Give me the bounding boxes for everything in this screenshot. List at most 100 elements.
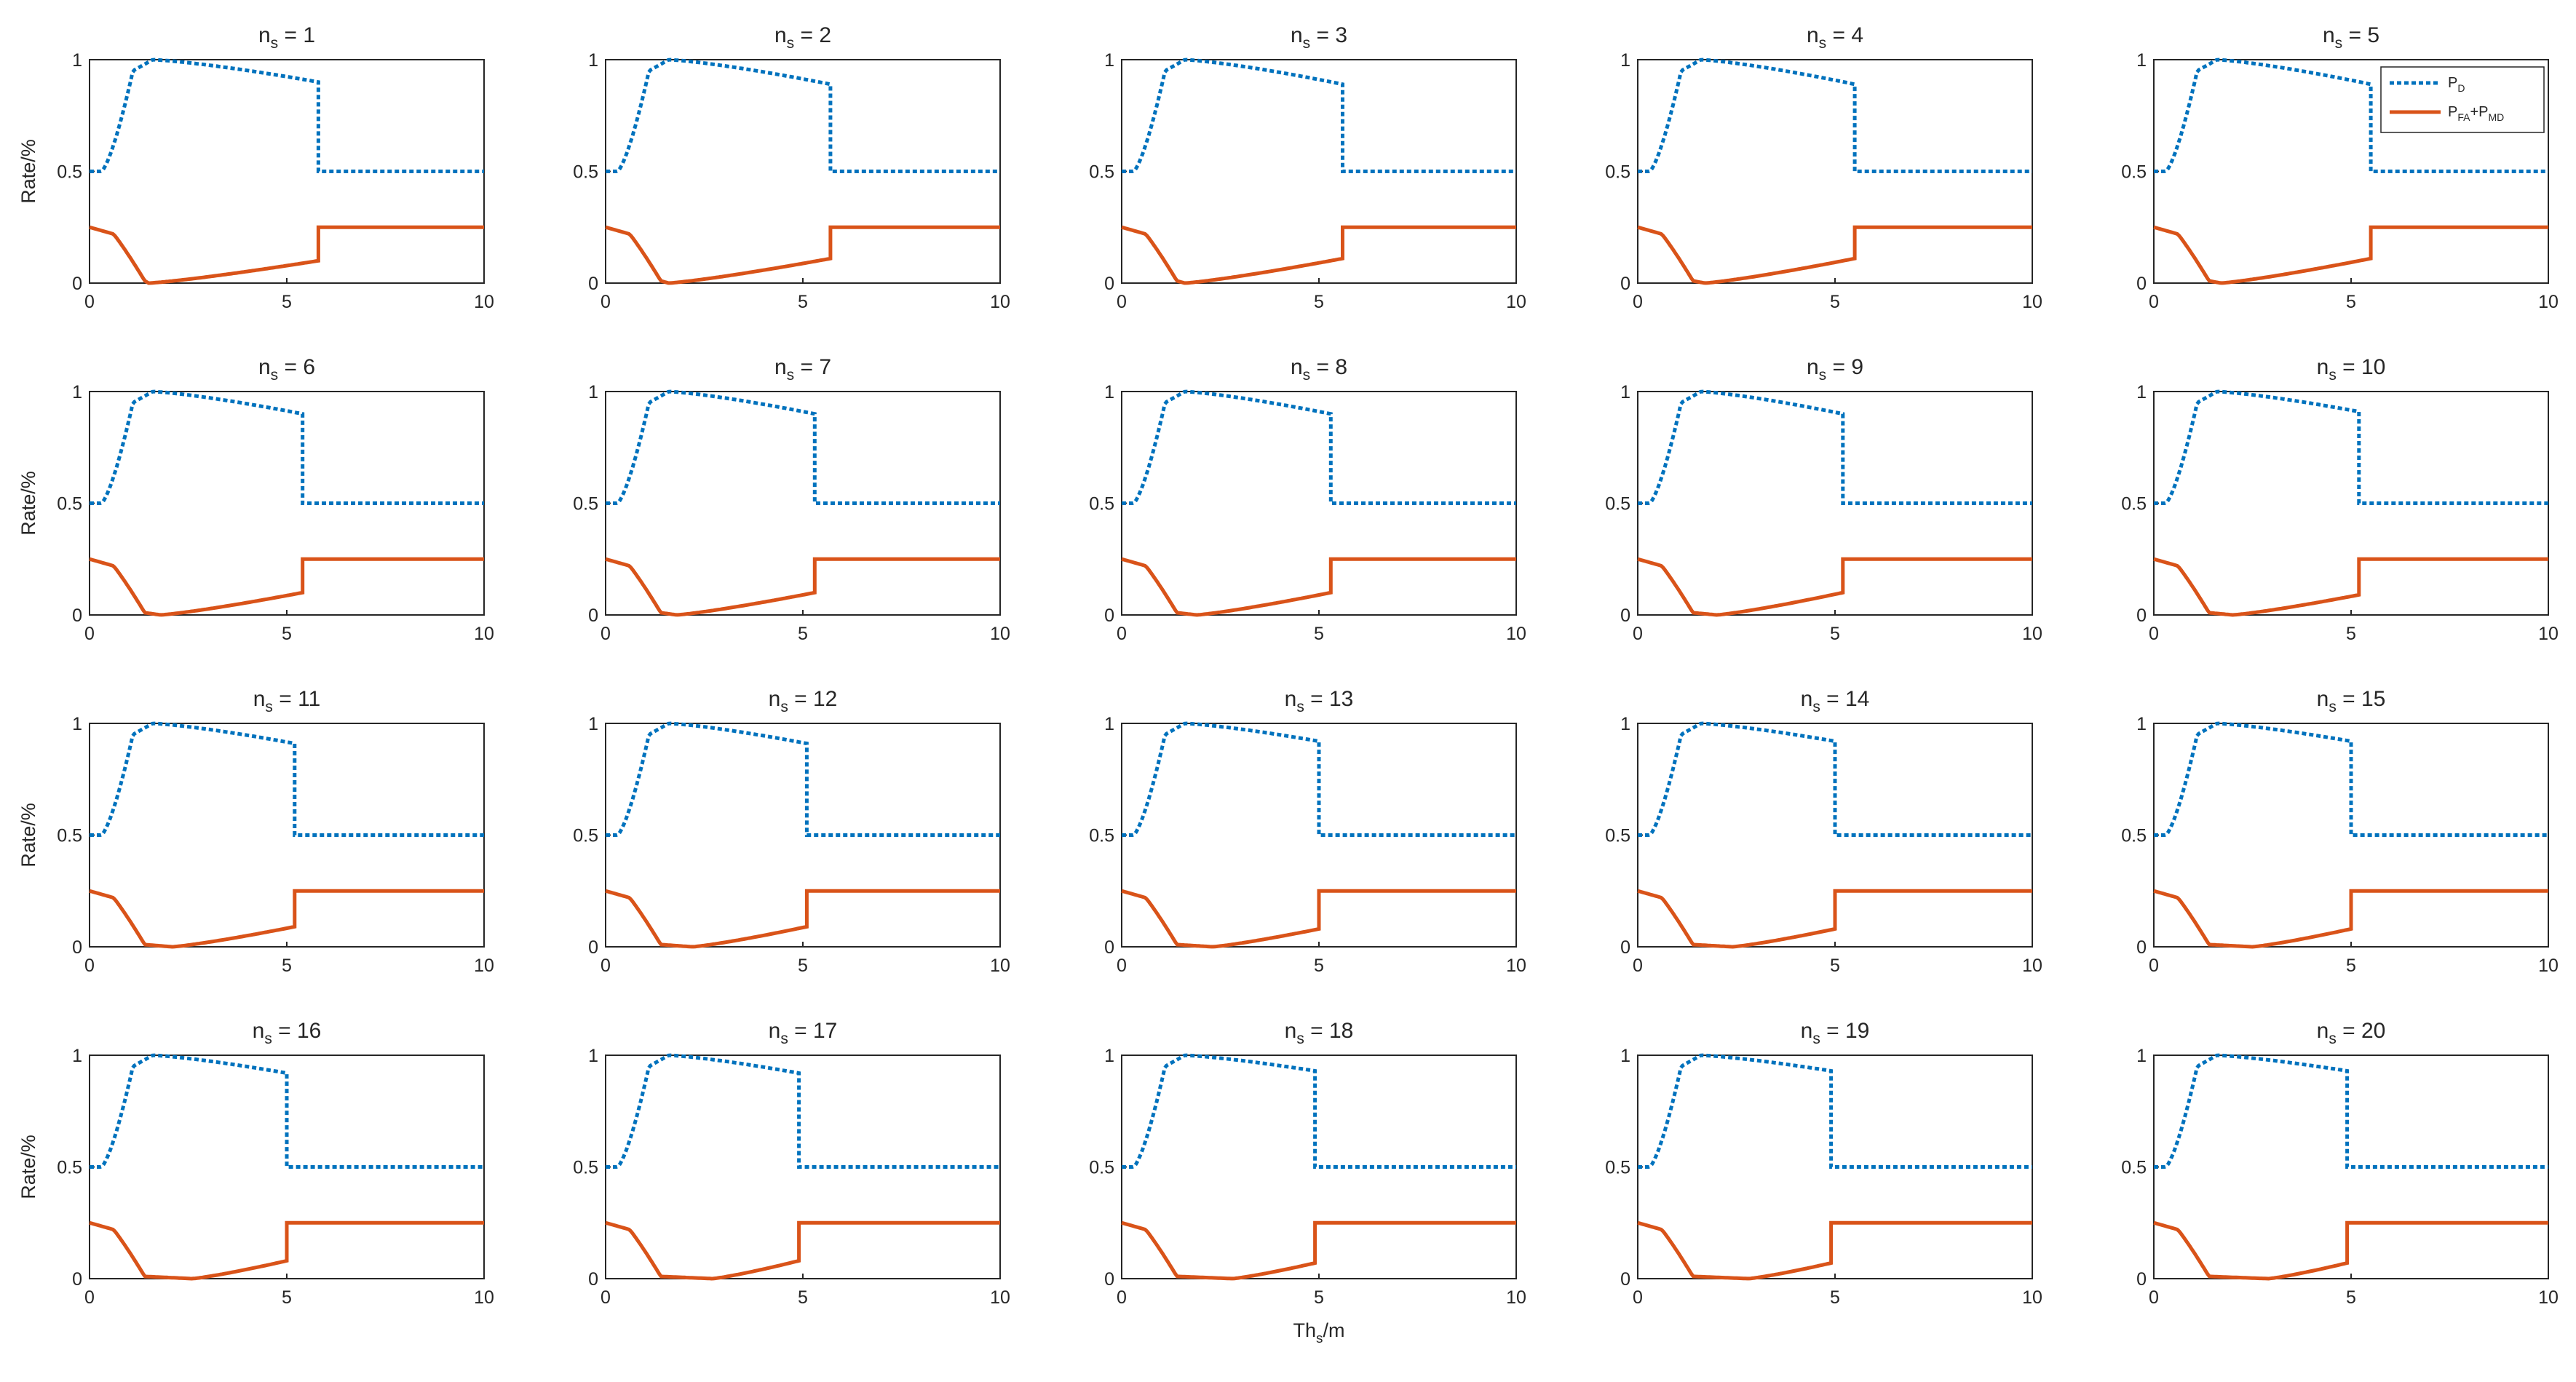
title-subscript: s [1812, 699, 1820, 715]
title-subscript: s [2329, 699, 2337, 715]
x-tick-label: 10 [2538, 624, 2559, 644]
title-subscript: s [264, 1030, 272, 1047]
title-base: n [258, 355, 271, 379]
title-base: n [258, 23, 271, 47]
title-subscript: s [2329, 367, 2337, 384]
title-base: n [253, 1019, 265, 1043]
y-tick-label: 0.5 [1089, 494, 1114, 515]
subplot-ns-4: ns = 4 0 5 10 0 0.5 1 [1605, 23, 2042, 312]
series-line-pfa-pmd [605, 225, 1000, 285]
y-tick-label: 0.5 [573, 826, 598, 846]
title-subscript: s [1812, 1030, 1820, 1047]
legend-mid: +P [2470, 104, 2488, 120]
x-tick-label: 5 [1830, 956, 1840, 976]
y-tick-label: 1 [2136, 50, 2147, 71]
subplot-ns-18: ns = 18 0 5 10 0 0.5 1 [1089, 1019, 1526, 1308]
title-rest: = 12 [788, 687, 838, 711]
title-rest: = 1 [278, 23, 315, 47]
subplot-ns-16: ns = 16 0 5 10 0 0.5 1 Rate/% [17, 1019, 494, 1308]
y-tick-label: 0 [588, 605, 598, 626]
legend-subscript: FA [2457, 111, 2470, 123]
series-line-pfa-pmd [605, 889, 1000, 949]
xlabel-subscript: s [1316, 1331, 1323, 1346]
y-tick-label: 0 [72, 274, 82, 294]
y-axis-label: Rate/% [17, 139, 39, 204]
subplot-ns-8: ns = 8 0 5 10 0 0.5 1 [1089, 355, 1526, 644]
y-tick-label: 0 [1620, 274, 1630, 294]
series-line-pfa-pmd [89, 1220, 484, 1281]
title-rest: = 3 [1310, 23, 1347, 47]
subplot-ns-9: ns = 9 0 5 10 0 0.5 1 [1605, 355, 2042, 644]
series-line-pd [606, 57, 1000, 173]
title-subscript: s [780, 699, 788, 715]
y-tick-label: 0.5 [2121, 162, 2147, 183]
series-line-pfa-pmd [89, 557, 484, 617]
x-tick-label: 10 [1506, 292, 1526, 312]
x-tick-label: 10 [2022, 624, 2042, 644]
title-base: n [1807, 355, 1819, 379]
y-tick-label: 1 [2136, 714, 2147, 734]
title-subscript: s [787, 367, 795, 384]
title-base: n [1285, 1019, 1297, 1043]
x-tick-label: 0 [2149, 956, 2159, 976]
title-base: n [2317, 1019, 2329, 1043]
subplot-ns-7: ns = 7 0 5 10 0 0.5 1 [573, 355, 1010, 644]
title-subscript: s [1819, 367, 1827, 384]
x-tick-label: 5 [1314, 1287, 1324, 1308]
title-base: n [1807, 23, 1819, 47]
title-base: n [769, 687, 781, 711]
y-tick-label: 0 [588, 274, 598, 294]
x-tick-label: 0 [1633, 292, 1643, 312]
x-tick-label: 5 [798, 292, 808, 312]
x-tick-label: 5 [798, 956, 808, 976]
x-tick-label: 0 [2149, 1287, 2159, 1308]
series-line-pd [1122, 721, 1516, 837]
title-base: n [769, 1019, 781, 1043]
title-subscript: s [780, 1030, 788, 1047]
y-tick-label: 0.5 [57, 162, 82, 183]
x-tick-label: 0 [84, 292, 95, 312]
y-tick-label: 0.5 [1089, 162, 1114, 183]
panel-title: ns = 12 [769, 687, 838, 715]
subplot-ns-1: ns = 1 0 5 10 0 0.5 1 Rate/% [17, 23, 494, 312]
x-tick-label: 10 [474, 956, 494, 976]
x-tick-label: 10 [990, 624, 1010, 644]
y-tick-label: 1 [1104, 382, 1114, 402]
x-tick-label: 10 [1506, 1287, 1526, 1308]
series-line-pfa-pmd [2153, 889, 2548, 949]
xlabel-base: Th [1293, 1319, 1317, 1341]
y-axis-label: Rate/% [17, 471, 39, 536]
series-line-pd [606, 721, 1000, 837]
y-tick-label: 1 [1620, 382, 1630, 402]
series-line-pd [1638, 389, 2032, 505]
y-tick-label: 0 [1620, 605, 1630, 626]
y-tick-label: 0 [588, 1269, 598, 1290]
subplot-ns-6: ns = 6 0 5 10 0 0.5 1 Rate/% [17, 355, 494, 644]
title-rest: = 10 [2337, 355, 2386, 379]
series-line-pfa-pmd [89, 225, 484, 285]
panel-title: ns = 15 [2317, 687, 2386, 715]
y-tick-label: 1 [588, 1046, 598, 1066]
title-rest: = 13 [1304, 687, 1354, 711]
series-line-pd [606, 389, 1000, 505]
x-tick-label: 10 [1506, 956, 1526, 976]
y-tick-label: 0 [72, 1269, 82, 1290]
series-line-pfa-pmd [2153, 1220, 2548, 1281]
legend-box [2380, 66, 2545, 133]
title-rest: = 11 [273, 687, 320, 711]
y-tick-label: 0 [1620, 1269, 1630, 1290]
x-tick-label: 5 [1830, 1287, 1840, 1308]
panel-title: ns = 6 [258, 355, 315, 384]
x-tick-label: 10 [2022, 1287, 2042, 1308]
series-line-pd [2154, 57, 2548, 173]
panel-title: ns = 10 [2317, 355, 2386, 384]
title-base: n [774, 23, 787, 47]
x-tick-label: 0 [2149, 292, 2159, 312]
y-tick-label: 1 [72, 1046, 82, 1066]
x-tick-label: 0 [601, 956, 611, 976]
panel-title: ns = 17 [769, 1019, 838, 1047]
y-tick-label: 0 [588, 937, 598, 958]
x-tick-label: 5 [798, 624, 808, 644]
title-base: n [1801, 687, 1813, 711]
